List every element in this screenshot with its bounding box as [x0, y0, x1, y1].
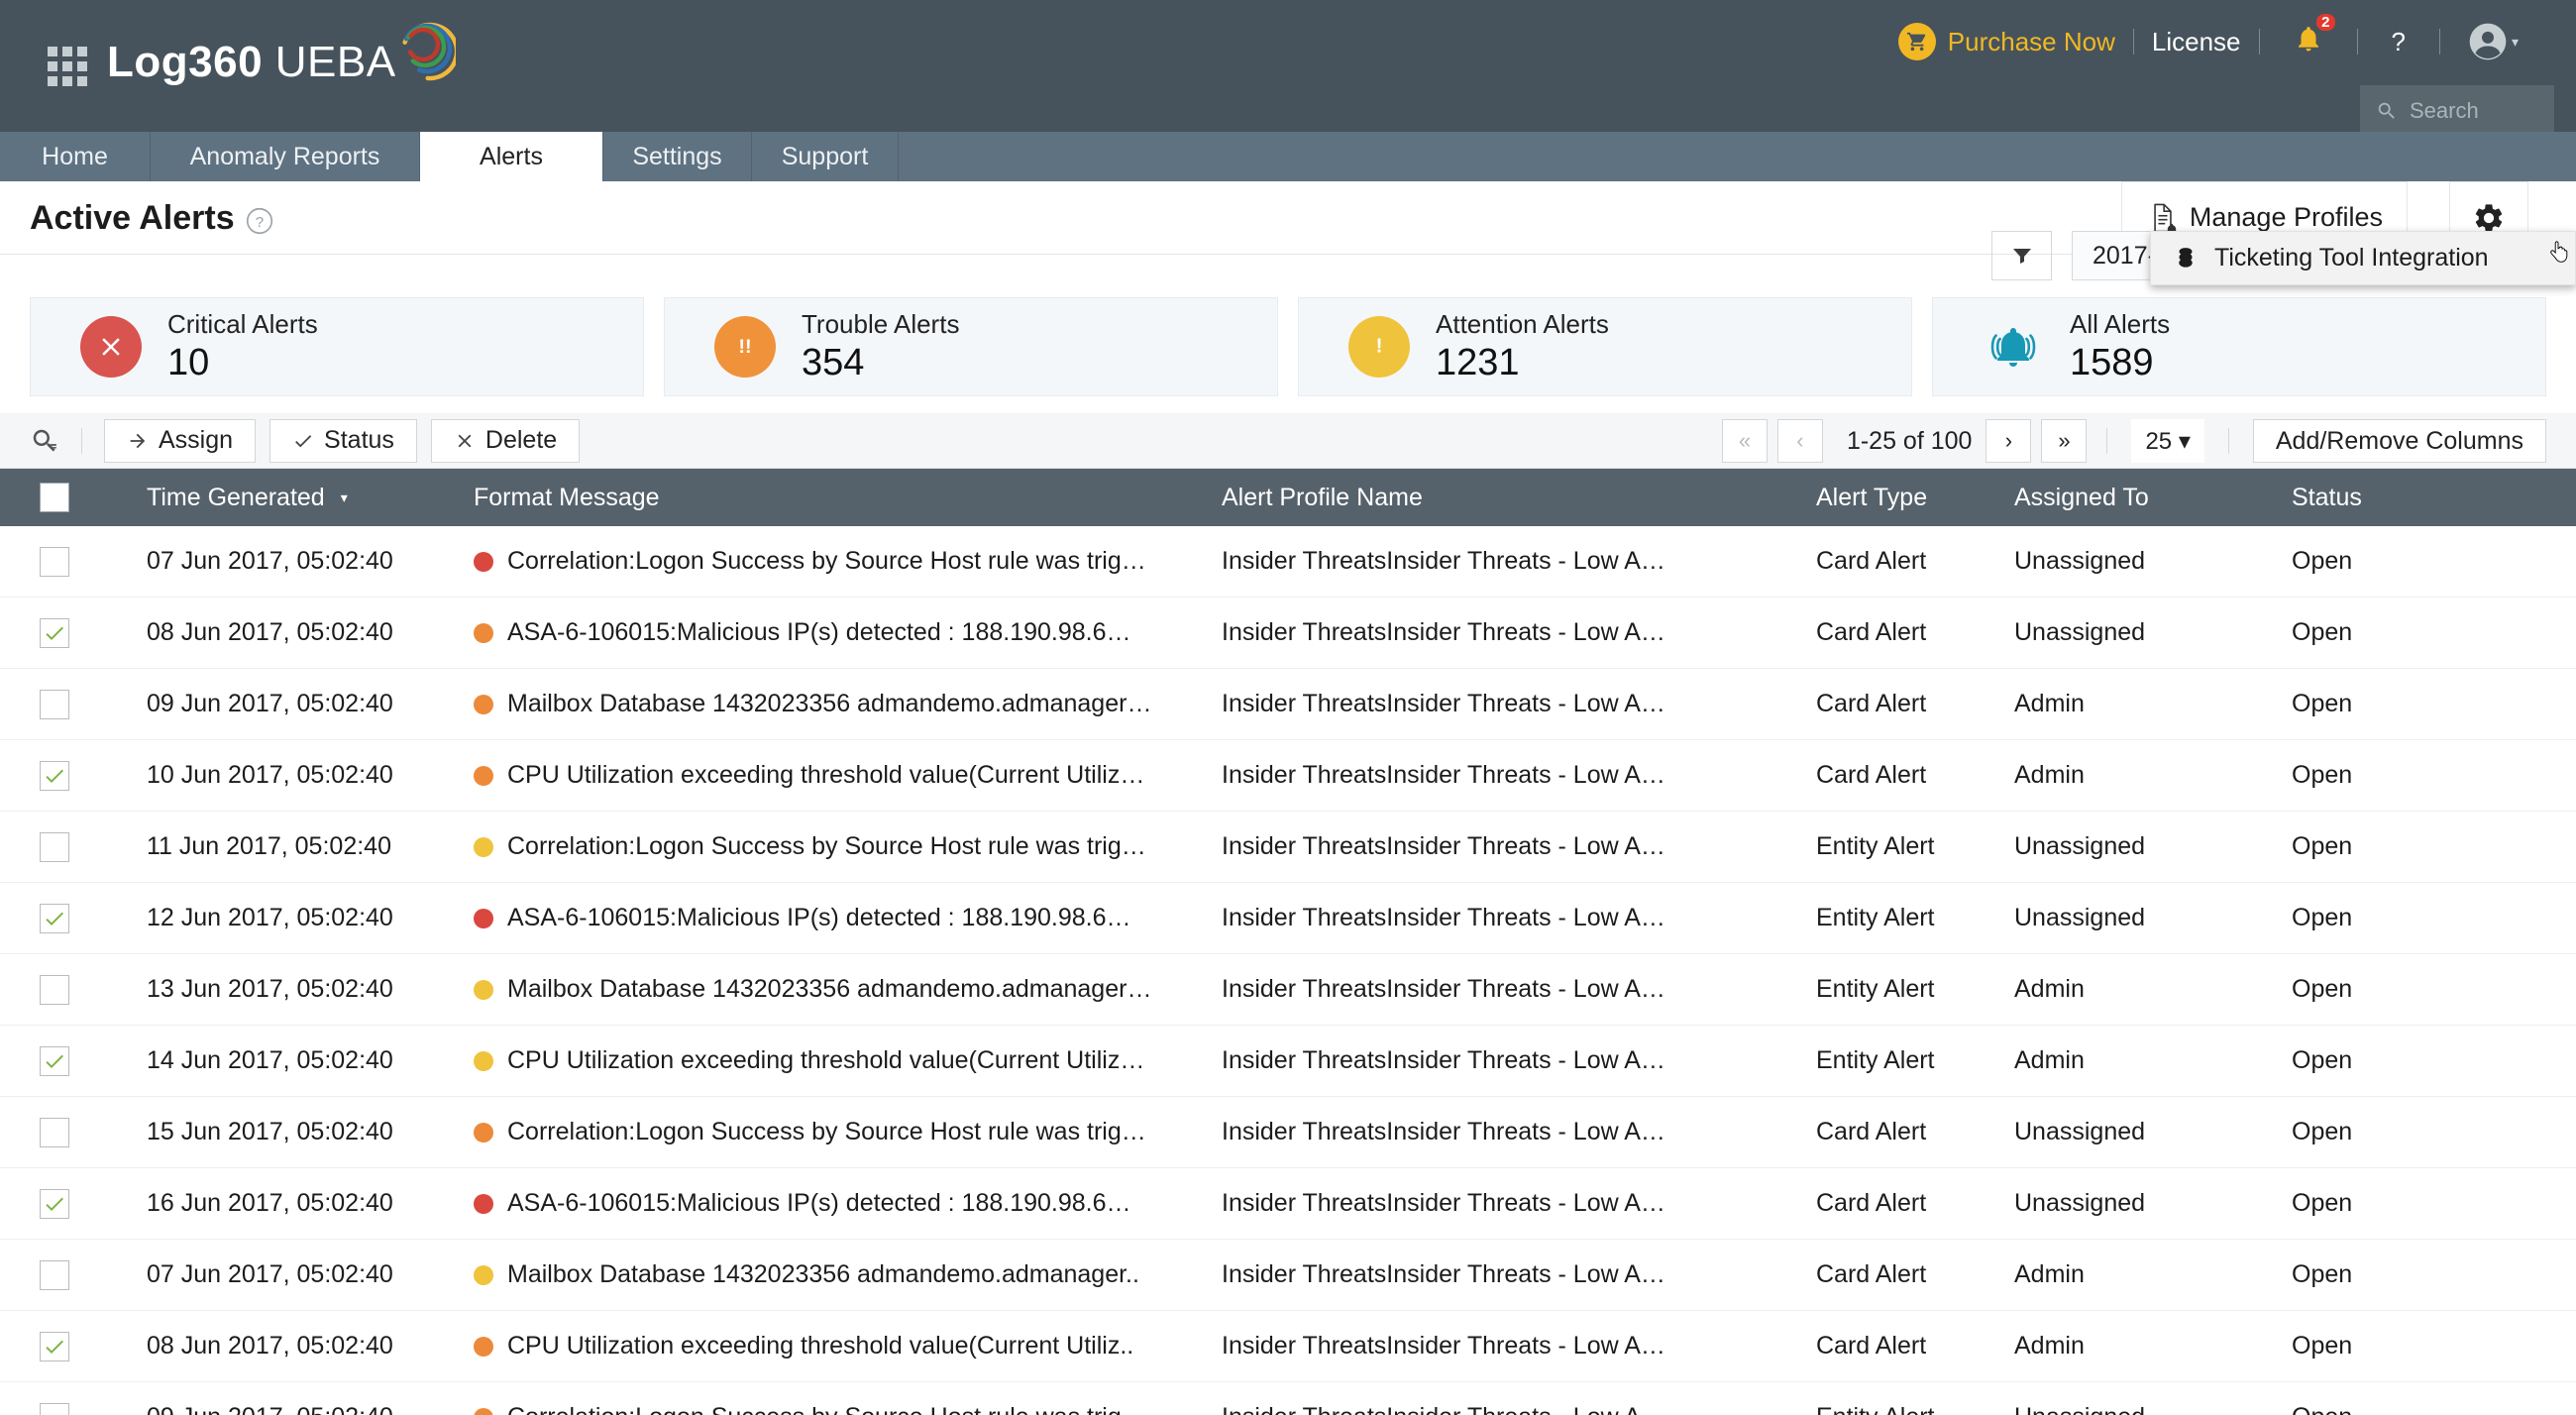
- svg-text:!: !: [1376, 334, 1383, 357]
- svg-text:!!: !!: [738, 336, 751, 358]
- svg-text:?: ?: [256, 214, 264, 231]
